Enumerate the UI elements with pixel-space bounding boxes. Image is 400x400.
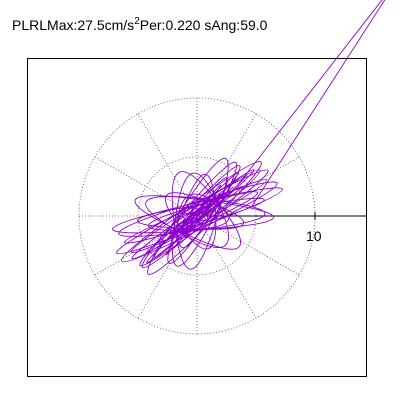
motion-trace [112,157,283,275]
plot-frame [27,58,367,377]
tick-label-layer: 1020 [306,228,322,244]
max-label: Max: [47,17,78,33]
plot-header: PLRLMax:27.5cm/s2Per:0.220 sAng:59.0 [0,0,400,50]
ang-label: Ang: [211,17,241,33]
max-unit-exponent: 2 [134,16,140,27]
per-label: Per: [139,17,166,33]
max-value: 27.5 [77,17,105,33]
header-text: PLRLMax:27.5cm/s2Per:0.220 sAng:59.0 [12,16,268,34]
per-value: 0.220 s [165,17,212,33]
ang-value: 59.0 [240,17,268,33]
grid-spoke-150 [94,156,198,217]
max-spike [236,0,386,207]
tick-label-10: 10 [306,228,322,244]
motion-trace-layer [112,0,386,275]
max-unit: cm/s [104,17,135,33]
component-label: PLRL [12,17,48,33]
